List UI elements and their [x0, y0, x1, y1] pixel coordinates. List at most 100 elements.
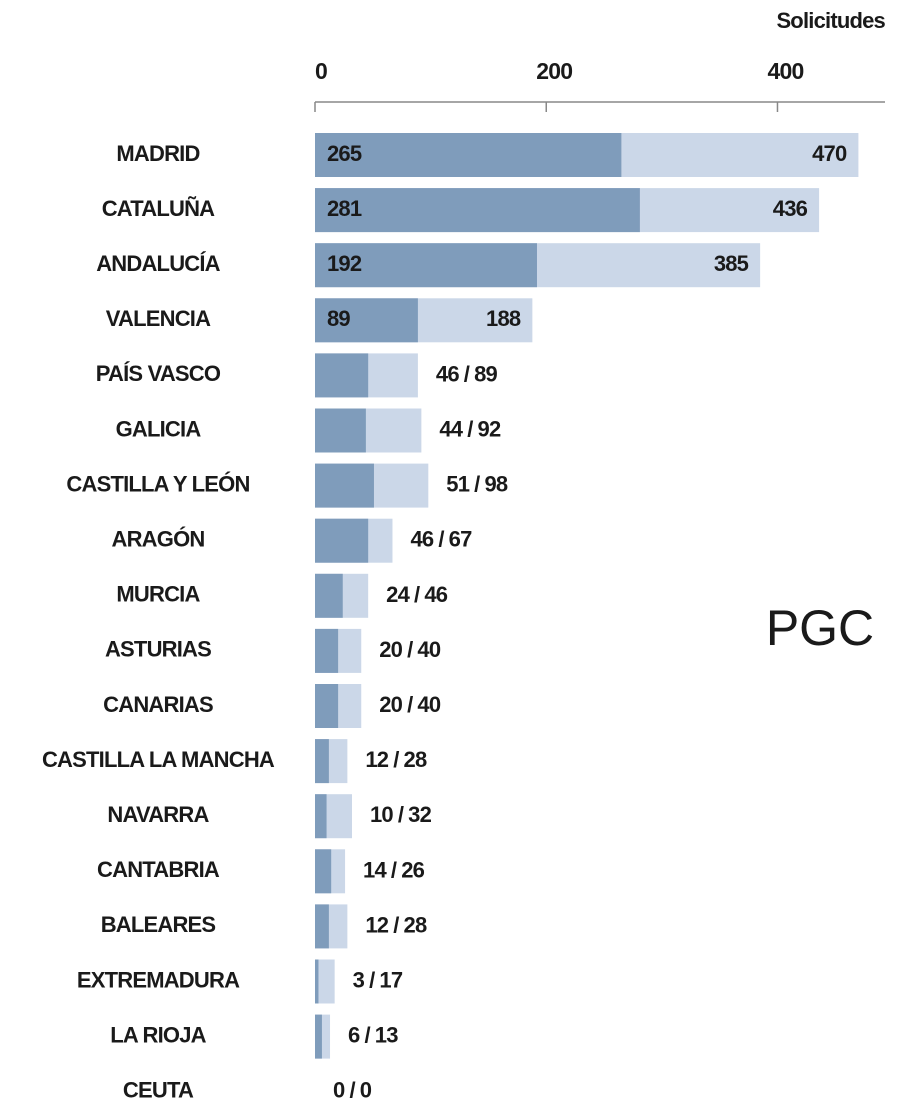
- category-label: BALEARES: [101, 912, 216, 937]
- bar: [315, 133, 622, 177]
- category-label: NAVARRA: [107, 802, 209, 827]
- separator: /: [391, 857, 397, 882]
- separator: /: [464, 361, 470, 386]
- category-label: ASTURIAS: [105, 637, 211, 662]
- value-label: 40: [417, 692, 440, 717]
- value-label: 46: [410, 527, 433, 552]
- value-label: 10/32: [370, 802, 432, 827]
- value-label: 0: [333, 1078, 345, 1103]
- separator: /: [407, 637, 413, 662]
- value-label: 46/89: [436, 361, 498, 386]
- category-label: CASTILLA Y LEÓN: [66, 471, 249, 496]
- value-label: 44: [439, 416, 463, 441]
- separator: /: [407, 692, 413, 717]
- x-tick-label: 400: [767, 58, 803, 84]
- value-label: 12/28: [365, 912, 427, 937]
- bar: [315, 959, 335, 1004]
- x-tick-label: 0: [315, 58, 327, 84]
- value-label: 188: [486, 306, 521, 331]
- value-label: 20/40: [379, 637, 441, 662]
- value-label: 6/13: [348, 1022, 398, 1047]
- bar: [315, 684, 339, 728]
- category-label: PAÍS VASCO: [96, 361, 221, 386]
- value-label: 6: [348, 1022, 360, 1047]
- value-label: 89: [327, 306, 350, 331]
- value-label: 265: [327, 141, 362, 166]
- category-label: LA RIOJA: [110, 1022, 206, 1047]
- separator: /: [369, 967, 375, 992]
- value-label: 28: [404, 912, 427, 937]
- separator: /: [364, 1022, 370, 1047]
- bar: [315, 408, 366, 453]
- value-label: 46/67: [410, 527, 472, 552]
- bar: [315, 353, 369, 398]
- value-label: 51/98: [446, 471, 508, 496]
- value-label: 40: [417, 637, 440, 662]
- category-label: MURCIA: [116, 582, 200, 607]
- axis-label: Solicitudes: [776, 8, 885, 33]
- category-label: CANARIAS: [103, 692, 213, 717]
- value-label: 92: [478, 416, 501, 441]
- value-label: 14/26: [363, 857, 425, 882]
- value-label: 12: [365, 912, 388, 937]
- value-label: 32: [408, 802, 431, 827]
- value-label: 46: [424, 582, 447, 607]
- separator: /: [467, 416, 473, 441]
- value-label: 192: [327, 251, 362, 276]
- value-label: 12: [365, 747, 388, 772]
- annotation: PGC: [766, 600, 874, 656]
- value-label: 46: [436, 361, 459, 386]
- value-label: 0: [360, 1078, 372, 1103]
- value-label: 14: [363, 857, 387, 882]
- category-label: EXTREMADURA: [77, 967, 240, 992]
- value-label: 20: [379, 637, 402, 662]
- value-label: 10: [370, 802, 393, 827]
- separator: /: [349, 1078, 355, 1103]
- value-label: 17: [379, 967, 402, 992]
- value-label: 436: [773, 196, 808, 221]
- bar: [315, 463, 374, 508]
- value-label: 20: [379, 692, 402, 717]
- value-label: 20/40: [379, 692, 441, 717]
- x-tick-label: 200: [536, 58, 572, 84]
- bar: [315, 739, 329, 784]
- value-label: 3: [353, 967, 365, 992]
- value-label: 385: [714, 251, 749, 276]
- category-label: CATALUÑA: [102, 196, 215, 221]
- value-label: 28: [404, 747, 427, 772]
- bar: [315, 1014, 322, 1059]
- value-label: 13: [375, 1022, 398, 1047]
- value-label: 24/46: [386, 582, 448, 607]
- value-label: 51: [446, 471, 469, 496]
- separator: /: [414, 582, 420, 607]
- value-label: 98: [484, 471, 507, 496]
- bar: [315, 243, 537, 288]
- value-label: 470: [812, 141, 847, 166]
- bar: [315, 628, 339, 673]
- bar: [315, 794, 327, 839]
- bar: [315, 849, 332, 894]
- value-label: 12/28: [365, 747, 427, 772]
- value-label: 3/17: [353, 967, 403, 992]
- separator: /: [474, 471, 480, 496]
- category-label: MADRID: [116, 141, 199, 166]
- category-label: GALICIA: [116, 416, 202, 441]
- category-label: VALENCIA: [106, 306, 211, 331]
- value-label: 26: [401, 857, 424, 882]
- value-label: 44/92: [439, 416, 501, 441]
- category-label: CEUTA: [123, 1078, 194, 1103]
- separator: /: [393, 912, 399, 937]
- value-label: 67: [449, 527, 472, 552]
- value-label: 89: [474, 361, 497, 386]
- category-label: ANDALUCÍA: [96, 251, 220, 276]
- value-label: 24: [386, 582, 410, 607]
- separator: /: [438, 527, 444, 552]
- bar: [315, 298, 418, 343]
- category-label: CANTABRIA: [97, 857, 220, 882]
- bar: [315, 959, 319, 1004]
- separator: /: [393, 747, 399, 772]
- separator: /: [398, 802, 404, 827]
- bar: [315, 573, 343, 618]
- bar: [315, 518, 369, 563]
